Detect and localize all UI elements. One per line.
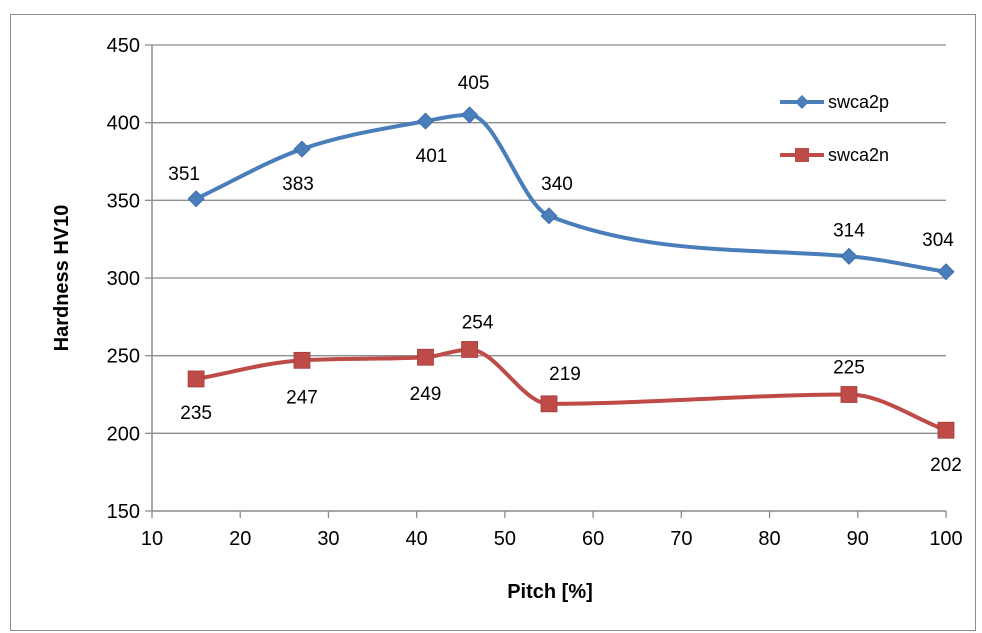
data-label-swca2p: 340 bbox=[541, 174, 573, 195]
legend-marker bbox=[795, 148, 809, 162]
data-label-swca2p: 405 bbox=[458, 73, 490, 94]
data-label-swca2n: 202 bbox=[930, 455, 962, 476]
x-tick-label: 80 bbox=[758, 528, 780, 550]
point-swca2n bbox=[937, 421, 955, 439]
legend-marker bbox=[795, 95, 809, 109]
x-axis-title: Pitch [%] bbox=[507, 581, 593, 603]
point-swca2p bbox=[461, 106, 479, 124]
data-label-swca2n: 247 bbox=[286, 387, 318, 408]
legend-label: swca2n bbox=[828, 145, 889, 165]
x-tick-label: 60 bbox=[582, 528, 604, 550]
point-swca2p bbox=[187, 190, 205, 208]
data-label-swca2p: 401 bbox=[416, 146, 448, 167]
point-swca2p bbox=[937, 263, 955, 281]
point-swca2n bbox=[461, 341, 479, 358]
x-tick-label: 10 bbox=[141, 528, 163, 550]
point-swca2n bbox=[187, 370, 205, 388]
point-swca2p bbox=[293, 140, 311, 158]
y-tick-label: 200 bbox=[107, 423, 140, 445]
y-tick-label: 300 bbox=[107, 268, 140, 290]
legend-item-swca2p: swca2p bbox=[780, 92, 889, 112]
gridlines bbox=[152, 44, 946, 434]
data-label-swca2p: 351 bbox=[168, 164, 200, 185]
series-swca2n bbox=[187, 341, 955, 439]
point-swca2n bbox=[540, 395, 558, 413]
y-tick-label: 150 bbox=[107, 501, 140, 523]
data-label-swca2p: 304 bbox=[922, 230, 954, 251]
x-tick-label: 100 bbox=[929, 528, 962, 550]
point-swca2n bbox=[417, 348, 434, 366]
x-tick-label: 30 bbox=[317, 528, 339, 550]
data-labels: 351 383 401 405 340 314 304 235 247 249 254 219 225 2… bbox=[168, 73, 962, 476]
x-tick-label: 50 bbox=[494, 528, 516, 550]
x-tick-label: 20 bbox=[229, 528, 251, 550]
data-label-swca2n: 249 bbox=[410, 384, 442, 405]
data-label-swca2n: 225 bbox=[833, 358, 865, 379]
data-label-swca2n: 235 bbox=[180, 403, 212, 424]
point-swca2p bbox=[840, 247, 858, 265]
data-label-swca2n: 254 bbox=[462, 312, 494, 333]
data-label-swca2p: 314 bbox=[833, 220, 865, 241]
x-tick-label: 90 bbox=[847, 528, 869, 550]
axes bbox=[145, 44, 947, 518]
y-tick-label: 250 bbox=[107, 346, 140, 368]
point-swca2p bbox=[416, 112, 435, 130]
series-layer bbox=[187, 106, 955, 439]
x-tick-label: 70 bbox=[670, 528, 692, 550]
y-tick-label: 350 bbox=[107, 190, 140, 212]
chart-frame bbox=[10, 14, 976, 631]
legend-item-swca2n: swca2n bbox=[780, 145, 889, 165]
tick-labels: 150 200 250 300 350 400 450 10 20 30 40 50 60 70 80 90 1… bbox=[107, 35, 963, 550]
data-label-swca2p: 383 bbox=[282, 174, 314, 195]
data-label-swca2n: 219 bbox=[549, 364, 581, 385]
point-swca2n bbox=[293, 351, 311, 369]
y-tick-label: 400 bbox=[107, 113, 140, 135]
y-axis-title: Hardness HV10 bbox=[51, 205, 73, 352]
x-tick-label: 40 bbox=[406, 528, 428, 550]
legend-label: swca2p bbox=[828, 92, 889, 112]
series-swca2p bbox=[187, 106, 955, 281]
y-tick-label: 450 bbox=[107, 35, 140, 57]
point-swca2p bbox=[540, 207, 558, 225]
point-swca2n bbox=[840, 386, 858, 403]
legend: swca2p swca2n bbox=[780, 92, 889, 165]
